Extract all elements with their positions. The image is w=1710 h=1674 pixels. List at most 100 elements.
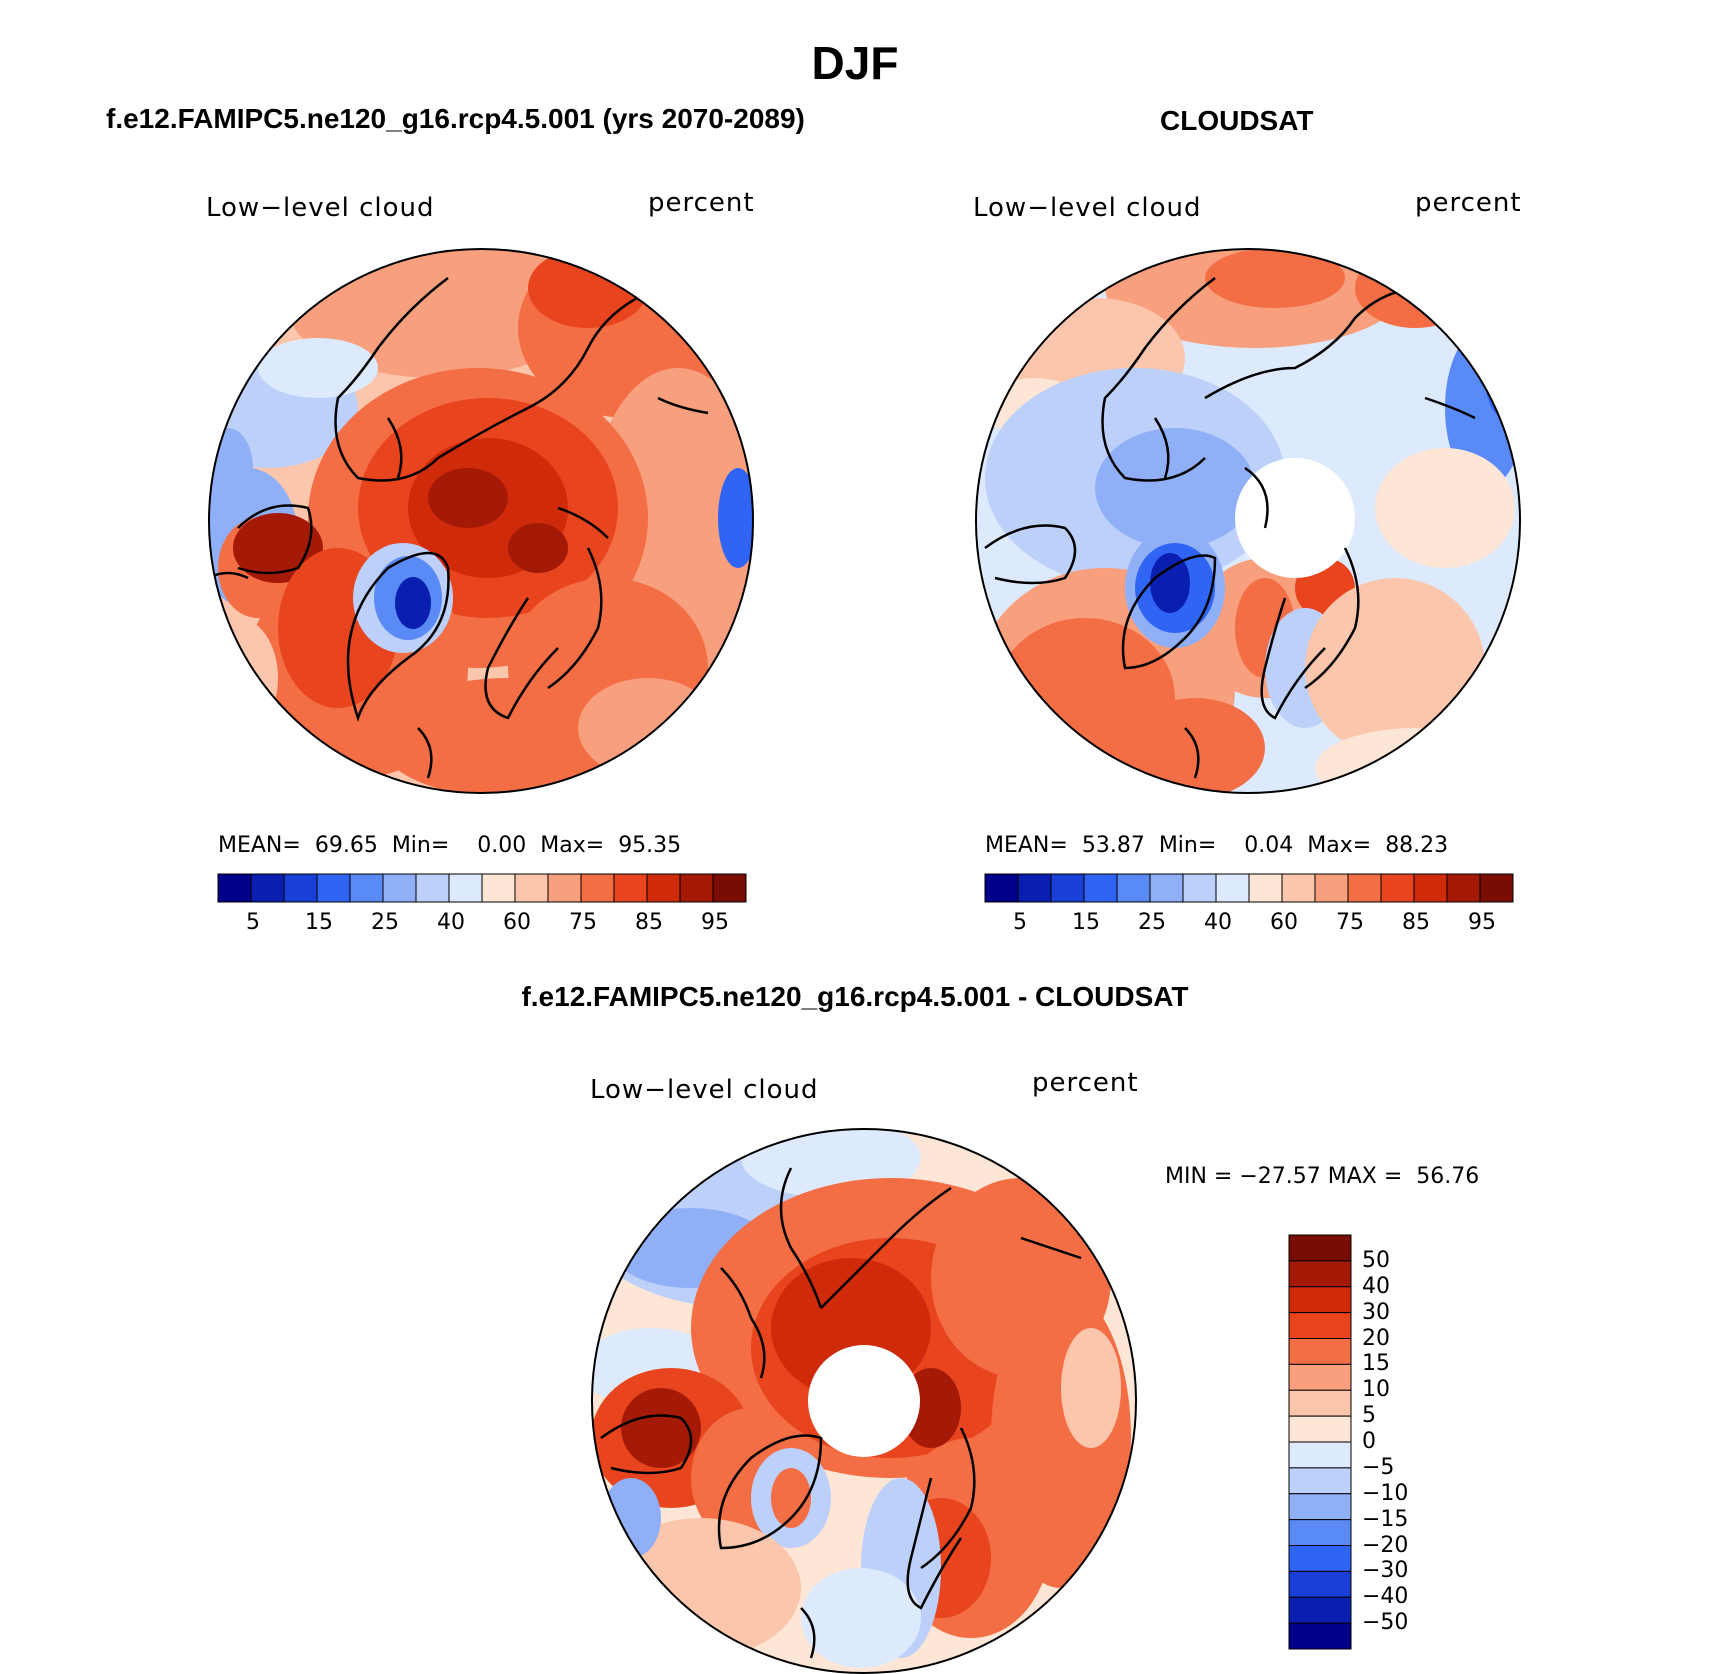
colorbar-tick-label: 40 bbox=[1362, 1273, 1390, 1299]
colorbar-tick-label: 60 bbox=[1270, 910, 1298, 935]
colorbar-tick-label: −50 bbox=[1362, 1610, 1409, 1636]
obs-colorbar-ticks: 5 15 25 40 60 75 85 95 bbox=[985, 910, 1513, 938]
colorbar-swatch bbox=[1288, 1545, 1352, 1572]
colorbar-swatch bbox=[580, 873, 615, 903]
colorbar-tick-label: −15 bbox=[1362, 1506, 1409, 1532]
diff-polar-map bbox=[591, 1128, 1137, 1674]
colorbar-swatch bbox=[448, 873, 483, 903]
model-variable-label: Low−level cloud bbox=[206, 193, 435, 223]
colorbar-swatch bbox=[481, 873, 516, 903]
obs-panel-title: CLOUDSAT bbox=[1160, 105, 1314, 136]
colorbar-swatch bbox=[1347, 873, 1382, 903]
colorbar-tick-label: 30 bbox=[1362, 1299, 1390, 1325]
colorbar-swatch bbox=[1288, 1596, 1352, 1624]
colorbar-swatch bbox=[1288, 1467, 1352, 1495]
diff-variable-label: Low−level cloud bbox=[590, 1075, 819, 1105]
model-colorbar-ticks: 5 15 25 40 60 75 85 95 bbox=[218, 910, 746, 938]
colorbar-tick-label: 10 bbox=[1362, 1377, 1390, 1403]
colorbar-swatch bbox=[1182, 873, 1217, 903]
colorbar-tick-label: 60 bbox=[503, 910, 531, 935]
colorbar-swatch bbox=[1288, 1338, 1352, 1365]
colorbar-swatch bbox=[1149, 873, 1184, 903]
colorbar-swatch bbox=[1288, 1622, 1352, 1650]
min-label: Min= bbox=[1158, 833, 1217, 858]
colorbar-swatch bbox=[679, 873, 714, 903]
colorbar-swatch bbox=[1380, 873, 1415, 903]
mean-value: 53.87 bbox=[1081, 833, 1145, 858]
colorbar-swatch bbox=[349, 873, 384, 903]
colorbar-swatch bbox=[382, 873, 417, 903]
colorbar-swatch bbox=[1479, 873, 1514, 903]
colorbar-tick-label: 50 bbox=[1362, 1247, 1390, 1273]
obs-units-label: percent bbox=[1415, 188, 1522, 218]
colorbar-tick-label: 25 bbox=[1138, 910, 1166, 935]
colorbar-swatch bbox=[217, 873, 252, 903]
min-value: 0.00 bbox=[477, 833, 527, 858]
min-value: 0.04 bbox=[1244, 833, 1294, 858]
colorbar-swatch bbox=[1083, 873, 1118, 903]
min-label: Min= bbox=[391, 833, 450, 858]
colorbar-swatch bbox=[1446, 873, 1481, 903]
colorbar-swatch bbox=[646, 873, 681, 903]
colorbar-swatch bbox=[316, 873, 351, 903]
model-units-label: percent bbox=[648, 188, 755, 218]
model-colorbar bbox=[217, 873, 747, 903]
colorbar-tick-label: 85 bbox=[635, 910, 663, 935]
colorbar-tick-label: 95 bbox=[701, 910, 729, 935]
max-value: 95.35 bbox=[618, 833, 682, 858]
colorbar-swatch bbox=[283, 873, 318, 903]
colorbar-tick-label: 5 bbox=[1362, 1403, 1376, 1429]
colorbar-swatch bbox=[1288, 1519, 1352, 1546]
colorbar-tick-label: 85 bbox=[1402, 910, 1430, 935]
colorbar-tick-label: 40 bbox=[1204, 910, 1232, 935]
colorbar-tick-label: 15 bbox=[305, 910, 333, 935]
colorbar-tick-label: 20 bbox=[1362, 1325, 1390, 1351]
colorbar-swatch bbox=[1281, 873, 1316, 903]
diff-panel-title: f.e12.FAMIPC5.ne120_g16.rcp4.5.001 - CLO… bbox=[521, 981, 1189, 1012]
diff-units-label: percent bbox=[1032, 1068, 1139, 1098]
colorbar-swatch bbox=[547, 873, 582, 903]
colorbar-swatch bbox=[1050, 873, 1085, 903]
colorbar-swatch bbox=[1288, 1389, 1352, 1417]
diff-stats: MIN = −27.57 MAX = 56.76 bbox=[1165, 1164, 1480, 1189]
colorbar-swatch bbox=[1288, 1286, 1352, 1314]
colorbar-tick-label: 0 bbox=[1362, 1429, 1376, 1454]
max-value: 88.23 bbox=[1385, 833, 1449, 858]
colorbar-tick-label: 15 bbox=[1072, 910, 1100, 935]
colorbar-swatch bbox=[1288, 1570, 1352, 1598]
obs-colorbar bbox=[984, 873, 1514, 903]
colorbar-tick-label: 25 bbox=[371, 910, 399, 935]
colorbar-swatch bbox=[1116, 873, 1151, 903]
colorbar-tick-label: 5 bbox=[246, 910, 260, 935]
colorbar-swatch bbox=[1248, 873, 1283, 903]
colorbar-swatch bbox=[1288, 1363, 1352, 1391]
colorbar-swatch bbox=[1288, 1441, 1352, 1469]
colorbar-tick-label: −10 bbox=[1362, 1480, 1409, 1506]
colorbar-tick-label: 75 bbox=[569, 910, 597, 935]
obs-polar-map bbox=[975, 248, 1521, 794]
colorbar-swatch bbox=[1314, 873, 1349, 903]
colorbar-swatch bbox=[514, 873, 549, 903]
mean-value: 69.65 bbox=[314, 833, 378, 858]
colorbar-swatch bbox=[613, 873, 648, 903]
model-polar-map bbox=[208, 248, 754, 794]
colorbar-swatch bbox=[1017, 873, 1052, 903]
colorbar-tick-label: −5 bbox=[1362, 1454, 1395, 1480]
colorbar-tick-label: −40 bbox=[1362, 1584, 1409, 1610]
max-label: Max= bbox=[1307, 833, 1372, 858]
model-panel-title: f.e12.FAMIPC5.ne120_g16.rcp4.5.001 (yrs … bbox=[106, 103, 805, 134]
diff-colorbar-ticks: 50 40 30 20 15 10 5 0 −5 −10 −15 −20 −30 −40 −50 bbox=[1362, 1235, 1442, 1649]
colorbar-swatch bbox=[1288, 1260, 1352, 1288]
model-stats: MEAN= 69.65 Min= 0.00 Max= 95.35 bbox=[218, 833, 681, 858]
colorbar-swatch bbox=[984, 873, 1019, 903]
obs-variable-label: Low−level cloud bbox=[973, 193, 1202, 223]
colorbar-tick-label: −30 bbox=[1362, 1558, 1409, 1584]
colorbar-tick-label: 15 bbox=[1362, 1351, 1390, 1377]
colorbar-tick-label: −20 bbox=[1362, 1532, 1409, 1558]
mean-label: MEAN= bbox=[218, 833, 301, 858]
colorbar-swatch bbox=[1288, 1493, 1352, 1521]
colorbar-swatch bbox=[415, 873, 450, 903]
mean-label: MEAN= bbox=[985, 833, 1068, 858]
colorbar-tick-label: 95 bbox=[1468, 910, 1496, 935]
colorbar-swatch bbox=[250, 873, 285, 903]
